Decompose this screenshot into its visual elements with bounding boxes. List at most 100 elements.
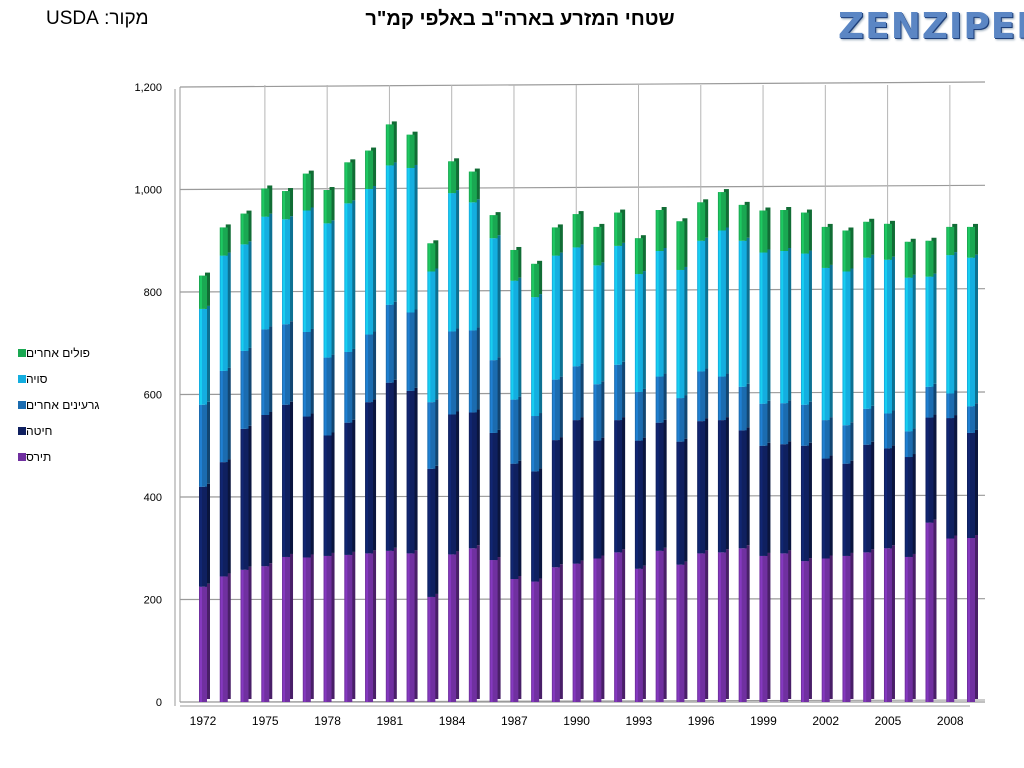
bar-segment-highlight [739, 430, 742, 549]
bar-segment-side [910, 553, 916, 699]
bar-segment [738, 548, 747, 702]
bar-segment-side [412, 550, 418, 699]
bar-segment-highlight [469, 171, 472, 203]
bar-segment [448, 161, 457, 194]
bar-segment-side [889, 410, 895, 446]
bar-segment-side [869, 218, 875, 255]
bar-segment-side [931, 273, 937, 384]
bar-segment [510, 249, 519, 281]
bar-segment [572, 420, 581, 564]
bar-segment-highlight [864, 257, 867, 409]
bar-segment-highlight [968, 538, 970, 702]
bar-segment-side [640, 235, 646, 272]
bar-segment [489, 360, 498, 433]
bar-segment-highlight [262, 188, 265, 217]
bar-segment [282, 556, 291, 702]
bar-segment-side [578, 363, 584, 418]
bar-segment [614, 420, 623, 553]
bar-segment-side [267, 213, 273, 327]
bar-segment [385, 165, 394, 305]
bar-segment-highlight [947, 538, 950, 702]
bar-segment-side [599, 555, 605, 699]
bar-segment [883, 413, 892, 449]
bar-segment-highlight [884, 223, 887, 260]
bar-segment-side [329, 552, 335, 699]
bar-segment-highlight [822, 226, 825, 268]
bar-segment-highlight [947, 418, 950, 539]
bar-segment [323, 190, 332, 224]
bar-segment [489, 215, 498, 239]
bar-segment-side [474, 545, 480, 699]
bar-segment-side [308, 554, 314, 699]
bar-segment-highlight [345, 203, 348, 352]
bar-segment-highlight [615, 364, 618, 421]
x-tick-label: 1990 [563, 714, 590, 728]
bar-segment-highlight [884, 259, 887, 414]
bar-segment-highlight [241, 428, 244, 570]
bar-segment [385, 382, 394, 551]
bar-segment [448, 331, 457, 415]
bar-segment-highlight [615, 420, 618, 553]
bar-segment [738, 204, 747, 241]
bar-segment-highlight [386, 124, 389, 166]
bar-segment-highlight [262, 329, 265, 415]
bar-segment [302, 173, 311, 211]
bar-segment-highlight [303, 210, 306, 332]
bar-segment [448, 414, 457, 555]
bar-segment [738, 430, 747, 549]
bar-segment-highlight [200, 275, 202, 309]
bar-segment-side [973, 223, 978, 255]
bar-segment [634, 274, 643, 392]
x-tick-label: 1972 [190, 714, 217, 728]
bar-segment [904, 556, 913, 702]
bar-segment-side [371, 331, 377, 400]
x-tick-label: 1993 [626, 714, 653, 728]
bar-segment-highlight [552, 227, 555, 256]
bar-segment-side [973, 429, 978, 535]
bar-segment-highlight [552, 255, 555, 380]
bar-segment-side [371, 185, 377, 332]
bar-segment-side [433, 399, 439, 466]
legend-label: סויה [26, 372, 48, 386]
bar-segment [219, 227, 228, 256]
bar-segment-side [744, 201, 750, 238]
bar-segment [738, 240, 747, 387]
bar-segment-side [495, 429, 501, 558]
bar-segment-highlight [366, 402, 369, 554]
bar-segment-highlight [469, 202, 472, 331]
bar-segment-highlight [407, 167, 410, 313]
bar-segment [759, 210, 768, 253]
y-tick-label: 200 [144, 595, 162, 607]
bar-segment [904, 277, 913, 432]
bar-segment [365, 334, 374, 403]
bar-segment [883, 259, 892, 414]
bar-segment-side [973, 535, 978, 699]
bar-segment [572, 247, 581, 367]
bar-segment-highlight [718, 420, 721, 553]
bar-segment-highlight [822, 267, 825, 421]
bar-segment [323, 435, 332, 556]
bar-segment-highlight [200, 486, 202, 587]
bar-segment-highlight [262, 216, 265, 330]
bar-segment [365, 553, 374, 702]
bar-segment [759, 252, 768, 404]
bar-segment [634, 568, 643, 702]
x-tick-label: 2008 [937, 714, 964, 728]
bar-segment-highlight [781, 444, 784, 554]
bar-segment [842, 555, 851, 702]
bar-segment-side [578, 560, 584, 699]
bar-segment-highlight [635, 568, 638, 702]
bar-segment-highlight [905, 241, 908, 278]
bar-segment [759, 403, 768, 446]
bar-segment [323, 223, 332, 358]
legend-swatch [18, 349, 26, 357]
bar-segment-highlight [386, 304, 389, 383]
bar-segment-side [786, 550, 792, 699]
bar-segment-side [806, 250, 812, 402]
bar-segment-side [848, 460, 854, 553]
bar-segment [946, 255, 955, 394]
bar-segment-side [682, 438, 688, 562]
bar-segment-highlight [283, 219, 286, 325]
bar-segment-side [267, 185, 273, 214]
bar-segment [634, 440, 643, 569]
